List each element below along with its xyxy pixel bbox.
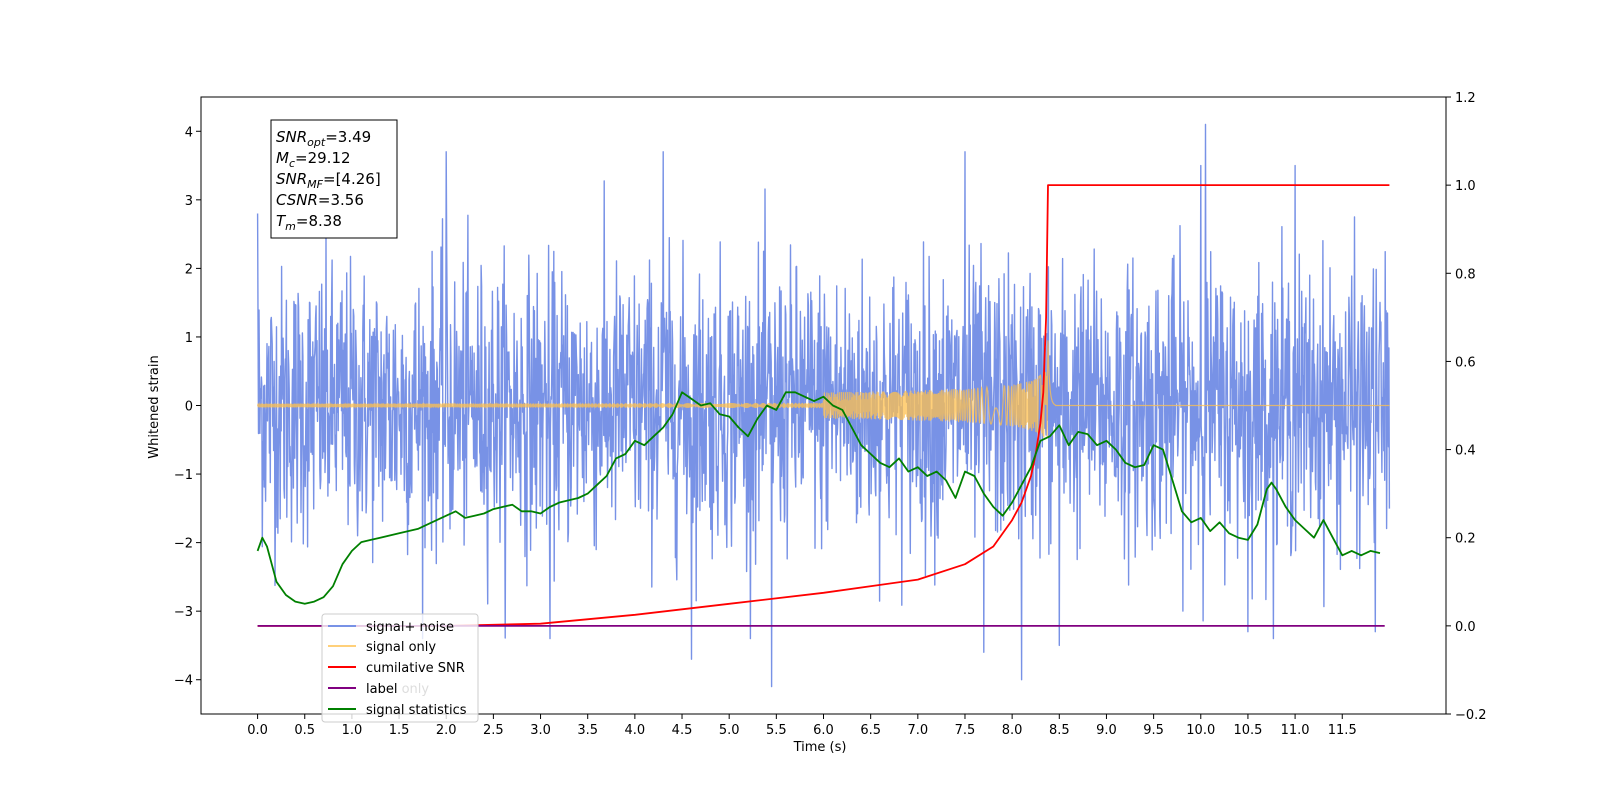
stats-box-frame: [270, 119, 398, 239]
y-tick-label: 2: [185, 262, 193, 277]
stat-csnr: CSNR=3.56: [276, 191, 364, 209]
axes: 0.0 0.5 1.0 1.5 2.0 2.5 3.0 3.5 4.0 4.5 5.0 5.5 6.0 6…: [174, 91, 1487, 738]
series-signal-only: [257, 340, 1390, 438]
x-tick-label: 5.5: [766, 723, 787, 738]
x-tick-label: 0.0: [247, 723, 268, 738]
x-tick-label: 4.0: [625, 723, 646, 738]
plot-area: [256, 123, 1391, 688]
x-tick-label: 1.5: [389, 723, 410, 738]
x-tick-label: 10.5: [1233, 723, 1262, 738]
legend-frame: [321, 613, 479, 723]
legend-text: signal statistics: [366, 703, 467, 718]
stat-mc: Mc=29.12: [276, 149, 351, 170]
series-cumulative-snr: [257, 184, 1390, 627]
series-signal-noise: [256, 123, 1391, 688]
stat-symbol: SNR: [276, 170, 307, 188]
y2-tick-label: 0.0: [1455, 620, 1476, 635]
stat-subscript: m: [285, 220, 296, 233]
stat-subscript: MF: [307, 178, 323, 191]
stat-symbol: M: [276, 149, 289, 167]
x-tick-label: 2.0: [436, 723, 457, 738]
legend-text: label: [366, 682, 397, 697]
x-tick-label: 8.5: [1049, 723, 1070, 738]
x-tick-label: 11.5: [1328, 723, 1357, 738]
x-axis-label: Time (s): [793, 740, 847, 755]
x-tick-label: 7.5: [955, 723, 976, 738]
y-tick-label: −1: [174, 468, 193, 483]
x-tick-label: 11.0: [1281, 723, 1310, 738]
x-tick-label: 4.5: [672, 723, 693, 738]
x-tick-label: 6.0: [813, 723, 834, 738]
legend: signal+ noise signal only cumilative SNR la…: [321, 613, 479, 723]
y-tick-label: 1: [185, 331, 193, 346]
y2-tick-label: 1.2: [1455, 91, 1476, 106]
stat-value: =[4.26]: [323, 170, 381, 188]
x-tick-label: 8.0: [1002, 723, 1023, 738]
y-tick-label: −3: [174, 605, 193, 620]
y2-tick-label: 0.8: [1455, 267, 1476, 282]
legend-text: signal only: [366, 640, 436, 655]
x-tick-label: 10.0: [1186, 723, 1215, 738]
stat-snr-opt: SNRopt=3.49: [276, 128, 371, 149]
y-tick-label: 4: [185, 125, 193, 140]
y2-tick-label: 0.6: [1455, 355, 1476, 370]
x-tick-label: 9.0: [1096, 723, 1117, 738]
stat-value: =3.56: [318, 191, 364, 209]
y2-tick-label: 0.2: [1455, 532, 1476, 547]
x-tick-label: 6.5: [860, 723, 881, 738]
legend-text: cumilative SNR: [366, 661, 465, 676]
x-tick-label: 5.0: [719, 723, 740, 738]
y-tick-label: −2: [174, 537, 193, 552]
y2-tick-label: 1.0: [1455, 179, 1476, 194]
stat-snr-mf: SNRMF=[4.26]: [276, 170, 381, 191]
stat-symbol: SNR: [276, 128, 307, 146]
x-tick-label: 9.5: [1143, 723, 1164, 738]
y-tick-label: 0: [185, 400, 193, 415]
y-tick-label: 3: [185, 194, 193, 209]
stat-subscript: c: [289, 157, 295, 170]
legend-text-label-only: label only: [366, 682, 429, 697]
stat-tm: Tm=8.38: [276, 212, 342, 233]
stats-box: SNRopt=3.49Mc=29.12SNRMF=[4.26]CSNR=3.56…: [270, 119, 398, 239]
x-tick-label: 2.5: [483, 723, 504, 738]
x-tick-label: 7.0: [907, 723, 928, 738]
stat-symbol: CSNR: [276, 191, 318, 209]
x-tick-label: 1.0: [342, 723, 363, 738]
stat-subscript: opt: [307, 136, 326, 149]
stat-value: =3.49: [325, 128, 371, 146]
legend-text: signal+ noise: [366, 620, 454, 635]
stat-value: =29.12: [295, 149, 351, 167]
y-tick-label: −4: [174, 674, 193, 689]
y2-tick-label: −0.2: [1455, 708, 1487, 723]
stat-symbol: T: [276, 212, 287, 230]
x-tick-label: 0.5: [294, 723, 315, 738]
y-axis-label: Whitened strain: [147, 355, 162, 458]
stat-value: =8.38: [296, 212, 342, 230]
y2-tick-label: 0.4: [1455, 444, 1476, 459]
series-signal-statistics: [256, 391, 1381, 605]
x-tick-label: 3.5: [577, 723, 598, 738]
x-tick-label: 3.0: [530, 723, 551, 738]
